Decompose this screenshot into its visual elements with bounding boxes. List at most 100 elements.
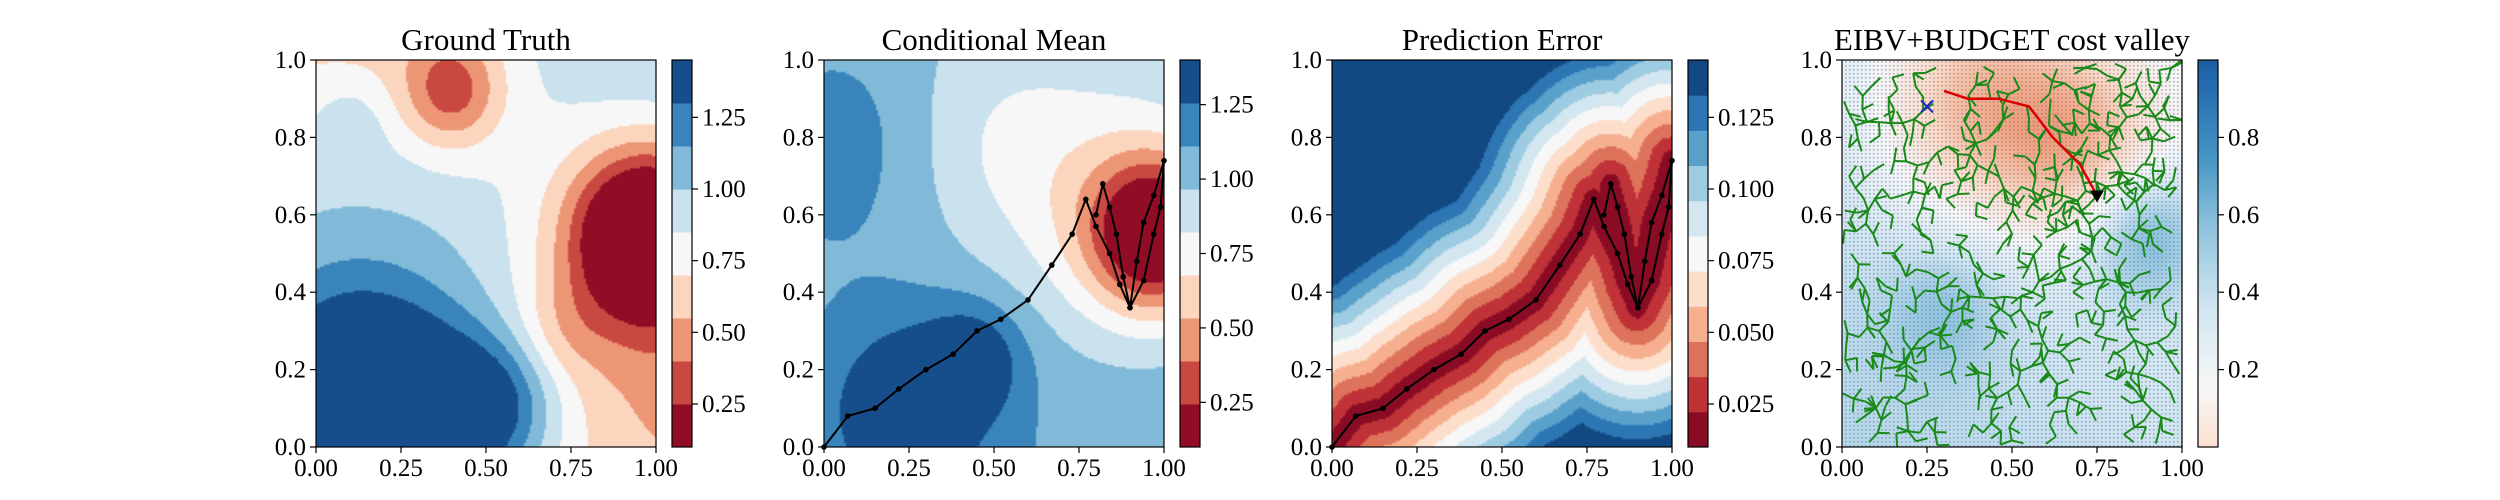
panel-cost-valley: EIBV+BUDGET cost valley 0.00 0.25 0.50 0.75…: [1801, 22, 2260, 482]
tree-branch: [2027, 319, 2039, 328]
tree-branch: [2137, 105, 2149, 116]
tree-branch: [2072, 266, 2082, 278]
tree-branch: [1935, 278, 1940, 292]
tree-branch: [1856, 138, 1863, 152]
tree-branch: [2105, 183, 2118, 188]
tree-branch: [1868, 432, 1879, 443]
x-tick-label: 0.00: [294, 455, 338, 482]
tree-branch: [1924, 289, 1937, 293]
tree-branch: [1872, 163, 1885, 172]
y-tick-label: 0.2: [275, 357, 306, 384]
tree-branch: [1895, 433, 1899, 447]
tree-branch: [2026, 320, 2034, 334]
tree-branch: [1891, 254, 1902, 266]
cost-valley-colorbar: 0.2 0.4 0.6 0.8: [2197, 59, 2260, 448]
tree-branch: [1903, 375, 1908, 390]
tree-branch: [2019, 365, 2032, 373]
path-waypoint: [896, 386, 902, 392]
tree-branch: [2079, 336, 2091, 345]
tree-branch: [1992, 297, 2002, 310]
tree-branch: [2138, 387, 2145, 401]
x-tick-label: 0.25: [887, 455, 931, 482]
x-tick-label: 0.50: [1480, 455, 1524, 482]
colorbar-band: [2198, 316, 2218, 322]
tree-branch: [2119, 104, 2132, 108]
tree-branch: [2169, 390, 2176, 404]
tree-branch: [1848, 165, 1858, 178]
x-tick-label: 0.00: [802, 455, 846, 482]
tree-branch: [1861, 102, 1874, 111]
tree-branch: [2009, 308, 2022, 318]
prediction-error-y-axis: 0.0 0.2 0.4 0.6 0.8 1.0: [1291, 47, 1332, 461]
tree-branch: [2172, 167, 2177, 181]
tree-branch: [2059, 268, 2067, 281]
tree-branch: [1883, 354, 1895, 363]
tree-branch: [1915, 437, 1928, 443]
tree-branch: [2081, 151, 2089, 165]
tree-branch: [2106, 278, 2119, 284]
tree-branch: [2100, 127, 2111, 138]
tree-branch: [2124, 315, 2137, 322]
colorbar-band: [672, 103, 692, 147]
tree-branch: [1940, 344, 1953, 351]
tree-branch: [2075, 165, 2084, 179]
tree-branch: [1875, 277, 1882, 291]
tree-branch: [1981, 296, 1994, 300]
tree-branch: [2009, 363, 2015, 377]
tree-branch: [1903, 349, 1913, 362]
path-waypoint: [923, 366, 929, 373]
tree-branch: [2133, 173, 2146, 179]
tree-branch: [2154, 83, 2162, 96]
cost-valley-title: EIBV+BUDGET cost valley: [1834, 22, 2191, 57]
colorbar-band: [1180, 146, 1200, 190]
path-waypoint: [1608, 181, 1614, 187]
tree-branch: [2009, 362, 2021, 373]
tree-branch: [1996, 391, 2009, 399]
tree-branch: [1950, 306, 1963, 313]
tree-branch: [1962, 119, 1972, 132]
tree-branch: [2021, 266, 2030, 280]
tree-branch: [2149, 376, 2162, 384]
tree-branch: [2005, 221, 2013, 235]
tree-branch: [2044, 227, 2057, 233]
tree-branch: [1974, 202, 1978, 217]
colorbar-band: [1180, 189, 1200, 233]
colorbar-band: [2198, 229, 2218, 235]
tree-branch: [2161, 157, 2166, 172]
tree-branch: [2081, 249, 2093, 260]
tree-branch: [1861, 301, 1869, 315]
tree-branch: [1977, 385, 1982, 400]
tree-branch: [1902, 147, 1908, 162]
tree-branch: [1871, 351, 1884, 356]
tree-branch: [2092, 118, 2101, 131]
colorbar-band: [672, 60, 692, 104]
tree-branch: [1878, 311, 1889, 323]
x-tick-label: 0.50: [972, 455, 1016, 482]
colorbar-tick-label: 0.125: [1718, 104, 1774, 131]
y-tick-label: 0.6: [275, 202, 306, 229]
tree-branch: [2027, 130, 2040, 140]
tree-branch: [1865, 223, 1875, 235]
tree-branch: [2160, 279, 2172, 290]
tree-branch: [1950, 358, 1957, 372]
tree-branch: [1960, 126, 1966, 140]
tree-branch: [2135, 181, 2146, 193]
y-tick-label: 0.6: [1291, 202, 1322, 229]
tree-branch: [2078, 390, 2092, 395]
tree-branch: [1861, 85, 1873, 97]
path-waypoint: [1601, 223, 1607, 230]
tree-branch: [1856, 264, 1860, 278]
tree-branch: [2148, 80, 2161, 85]
colorbar-tick-label: 0.25: [702, 391, 746, 418]
colorbar-tick-label: 0.50: [1210, 315, 1254, 342]
tree-branch: [2155, 170, 2166, 182]
cost-valley-rrt-tree: [1842, 60, 2182, 447]
tree-branch: [2159, 381, 2171, 392]
tree-branch: [2088, 108, 2101, 117]
tree-branch: [2130, 413, 2136, 428]
tree-branch: [1987, 169, 2000, 178]
tree-branch: [2030, 356, 2041, 368]
tree-branch: [1878, 330, 1888, 343]
tree-branch: [1842, 229, 1846, 244]
tree-branch: [1864, 210, 1870, 224]
